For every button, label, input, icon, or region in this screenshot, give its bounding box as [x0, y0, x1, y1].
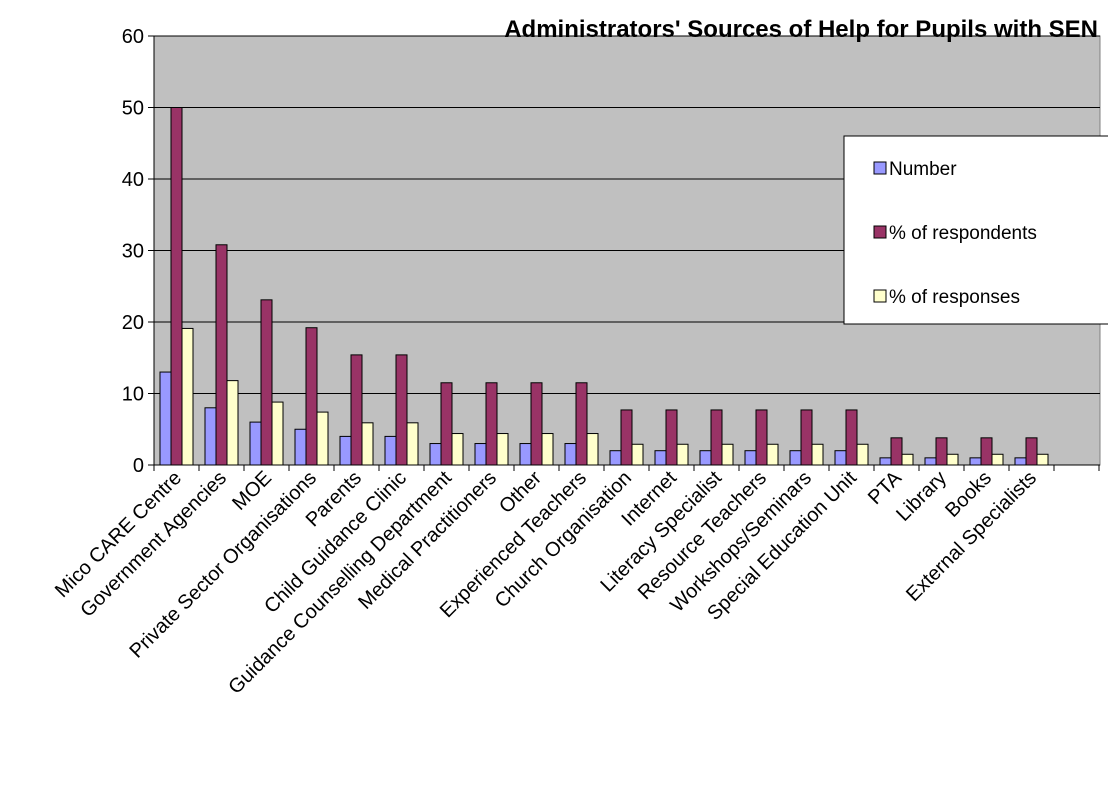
bar-of-respondents [305, 327, 318, 466]
bar-of-respondents [980, 437, 993, 466]
bar-number [384, 435, 397, 466]
bar-number [204, 407, 217, 466]
bar-number [249, 421, 262, 466]
bar-number [564, 443, 577, 466]
bar-of-responses [586, 433, 599, 466]
bar-of-respondents [890, 437, 903, 466]
bar-of-respondents [350, 354, 363, 466]
bar-number [339, 435, 352, 466]
bar-of-respondents [755, 409, 768, 466]
bar-of-respondents [395, 354, 408, 466]
bar-number [294, 428, 307, 466]
bar-number [519, 443, 532, 466]
bar-number [1014, 457, 1027, 466]
bar-of-respondents [1025, 437, 1038, 466]
bar-of-respondents [845, 409, 858, 466]
bar-number [969, 457, 982, 466]
bar-of-responses [451, 433, 464, 466]
bar-number [834, 450, 847, 466]
legend-swatch [873, 289, 887, 303]
legend-label: % of respondents [889, 223, 1037, 244]
bar-of-responses [361, 422, 374, 466]
bar-number [744, 450, 757, 466]
bar-of-responses [946, 453, 959, 466]
bar-of-responses [766, 443, 779, 466]
y-tick-label: 10 [122, 384, 144, 406]
bar-of-respondents [260, 299, 273, 466]
legend-label: % of responses [889, 287, 1020, 308]
legend-swatch [873, 161, 887, 175]
bar-of-responses [811, 443, 824, 466]
bar-of-responses [991, 453, 1004, 466]
bar-of-respondents [440, 382, 453, 466]
bar-of-respondents [215, 244, 228, 466]
y-tick-label: 30 [122, 241, 144, 263]
bar-of-responses [496, 433, 509, 466]
bar-number [924, 457, 937, 466]
y-axis: 0 10 20 30 40 50 60 [122, 26, 155, 477]
bar-of-responses [631, 443, 644, 466]
bar-of-responses [316, 411, 329, 466]
bar-of-respondents [620, 409, 633, 466]
bar-of-responses [901, 453, 914, 466]
bar-number [879, 457, 892, 466]
bar-of-responses [181, 327, 194, 466]
bar-number [474, 443, 487, 466]
bar-of-responses [1036, 453, 1049, 466]
x-tick-label: Library [892, 467, 951, 526]
bar-number [429, 443, 442, 466]
bar-of-responses [856, 443, 869, 466]
bar-number [789, 450, 802, 466]
bar-of-responses [226, 380, 239, 466]
bar-of-respondents [485, 382, 498, 466]
y-tick-label: 60 [122, 26, 144, 48]
bar-number [609, 450, 622, 466]
bar-of-responses [541, 433, 554, 466]
bar-of-respondents [800, 409, 813, 466]
bar-of-respondents [575, 382, 588, 466]
bar-number [654, 450, 667, 466]
y-tick-label: 50 [122, 98, 144, 120]
bars [159, 107, 1049, 466]
bar-of-respondents [170, 107, 183, 466]
bar-of-respondents [530, 382, 543, 466]
bar-of-responses [271, 401, 284, 466]
legend-box [843, 135, 1108, 325]
bar-number [699, 450, 712, 466]
legend-label: Number [889, 159, 957, 180]
y-tick-label: 20 [122, 312, 144, 334]
bar-of-respondents [710, 409, 723, 466]
y-tick-label: 0 [133, 455, 144, 477]
bar-of-responses [721, 443, 734, 466]
legend-swatch [873, 225, 887, 239]
chart-title: Administrators' Sources of Help for Pupi… [504, 16, 1098, 43]
bar-number [159, 371, 172, 466]
bar-of-respondents [935, 437, 948, 466]
legend: Number % of respondents % of responses [843, 135, 1108, 325]
bar-of-responses [676, 443, 689, 466]
bar-of-respondents [665, 409, 678, 466]
y-tick-label: 40 [122, 169, 144, 191]
bar-of-responses [406, 422, 419, 466]
